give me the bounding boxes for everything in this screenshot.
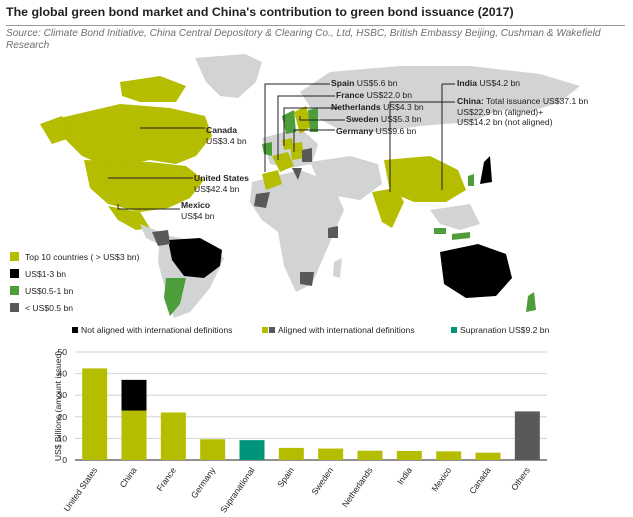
x-tick-label: Mexico xyxy=(429,465,453,493)
x-tick-label: Netherlands xyxy=(340,465,375,509)
label-netherlands: Netherlands US$4.3 bn xyxy=(331,102,424,112)
legend-swatch xyxy=(10,286,19,295)
x-tick-label: Others xyxy=(509,465,532,492)
chart-legend-label: Not aligned with international definitio… xyxy=(81,325,232,335)
y-tick-label: 20 xyxy=(57,412,67,422)
chart-legend-label: Supranation US$9.2 bn xyxy=(460,325,550,335)
spain-shape xyxy=(262,170,282,190)
legend-swatch xyxy=(10,252,19,261)
chart-legend-swatch xyxy=(72,327,78,333)
x-tick-label: China xyxy=(118,465,139,489)
india-shape xyxy=(372,188,404,228)
page-title: The global green bond market and China's… xyxy=(6,5,514,19)
bar-chart: Not aligned with international definitio… xyxy=(53,325,550,515)
x-tick-label: Canada xyxy=(467,465,493,496)
label-canada: Canada US$3.4 bn xyxy=(206,125,247,146)
bar-canada-aligned xyxy=(475,452,501,460)
y-axis-label: US$ Billions (amount issued) xyxy=(53,351,63,461)
y-tick-label: 50 xyxy=(57,347,67,357)
argentina-shape xyxy=(164,278,186,316)
japan-shape xyxy=(480,156,492,184)
map-legend-item: US$0.5-1 bn xyxy=(10,282,139,299)
label-spain: Spain US$5.6 bn xyxy=(331,78,398,88)
x-tick-label: France xyxy=(154,465,178,493)
x-tick-label: Spain xyxy=(275,465,296,489)
uk-shape xyxy=(262,142,272,156)
alaska-shape xyxy=(40,116,70,144)
label-germany: Germany US$9.6 bn xyxy=(336,126,417,136)
source-note: Source: Climate Bond Initiative, China C… xyxy=(6,28,601,52)
bar-china-aligned xyxy=(121,410,147,460)
x-tick-label: Germany xyxy=(189,465,218,500)
y-tick-label: 0 xyxy=(62,455,67,465)
morocco-shape xyxy=(254,192,270,208)
mexico-shape xyxy=(108,206,150,230)
y-tick-label: 30 xyxy=(57,390,67,400)
leader-lines xyxy=(108,83,455,210)
bar-supranational xyxy=(239,440,265,460)
label-france: France US$22.0 bn xyxy=(336,90,412,100)
china-shape xyxy=(384,156,466,202)
y-tick-label: 10 xyxy=(57,433,67,443)
x-tick-label: Supranational xyxy=(218,465,257,514)
map-legend-item: US$1-3 bn xyxy=(10,265,139,282)
x-tick-label: India xyxy=(395,465,414,486)
y-tick-label: 40 xyxy=(57,369,67,379)
label-india: India US$4.2 bn xyxy=(457,78,521,88)
bar-netherlands-aligned xyxy=(357,450,383,460)
bar-china-not-aligned xyxy=(121,379,147,411)
map-legend-item: Top 10 countries ( > US$3 bn) xyxy=(10,248,139,265)
map-legend: Top 10 countries ( > US$3 bn) US$1-3 bn … xyxy=(10,248,139,316)
chart-legend-swatch xyxy=(262,327,268,333)
legend-swatch xyxy=(10,303,19,312)
chart-legend-swatch xyxy=(451,327,457,333)
bar-france-aligned xyxy=(160,412,186,460)
x-tick-label: United States xyxy=(62,465,100,513)
chart-legend-swatch xyxy=(269,327,275,333)
canada-islands xyxy=(120,76,186,102)
map-legend-item: < US$0.5 bn xyxy=(10,299,139,316)
title-divider xyxy=(6,25,625,26)
world-map xyxy=(40,54,580,318)
label-china: China: Total issuance US$37.1 bn US$22.9… xyxy=(457,96,589,128)
bar-spain-aligned xyxy=(278,447,304,460)
bar-others-aligned xyxy=(514,411,540,460)
united-states-shape xyxy=(84,160,204,212)
norway-shape xyxy=(282,110,296,134)
bar-mexico-aligned xyxy=(436,451,462,460)
x-tick-label: Sweden xyxy=(309,465,335,496)
germany-shape xyxy=(290,142,304,160)
legend-swatch xyxy=(10,269,19,278)
bar-sweden-aligned xyxy=(318,448,344,460)
poland-shape xyxy=(302,148,312,162)
australia-shape xyxy=(440,244,512,298)
brazil-shape xyxy=(168,238,222,278)
italy-shape xyxy=(292,168,302,180)
label-mexico: Mexico US$4 bn xyxy=(181,200,215,221)
canada-shape xyxy=(60,104,212,168)
bar-united-states-aligned xyxy=(82,368,108,460)
bar-germany-aligned xyxy=(200,439,226,460)
label-sweden: Sweden US$5.3 bn xyxy=(346,114,422,124)
chart-legend-label: Aligned with international definitions xyxy=(278,325,415,335)
bar-india-aligned xyxy=(396,450,422,460)
label-united-states: United States US$42.4 bn xyxy=(194,173,249,194)
